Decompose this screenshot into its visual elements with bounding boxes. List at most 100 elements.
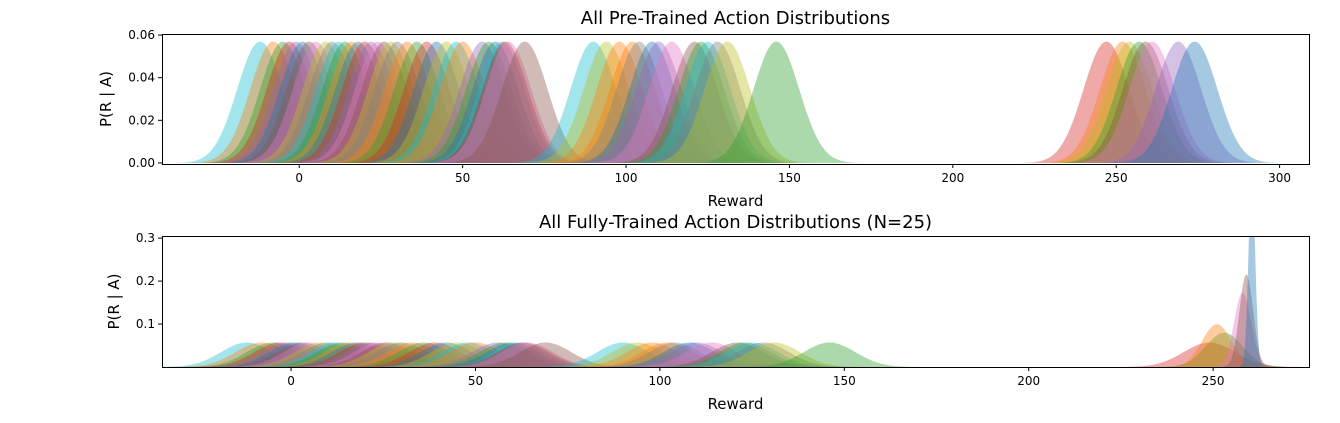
fulltrained-distribution-52 xyxy=(1215,274,1278,367)
pretrained-distribution-20 xyxy=(304,41,511,163)
pretrained-distribution-26 xyxy=(359,41,566,163)
pretrained-distribution-2 xyxy=(179,41,386,163)
fulltrained-distribution-33 xyxy=(429,342,662,367)
fulltrained-distribution-49 xyxy=(1141,332,1308,367)
pretrained-distribution-30 xyxy=(398,41,605,163)
pretrained-distribution-54 xyxy=(1075,41,1282,163)
fulltrained-distribution-50 xyxy=(1150,324,1284,367)
pretrained-distribution-3 xyxy=(186,41,393,163)
fulltrained-distribution-37 xyxy=(551,342,784,367)
fulltrained-distribution-26 xyxy=(359,342,592,367)
pretrained-distribution-14 xyxy=(261,41,468,163)
fulltrained-distribution-18 xyxy=(278,342,511,367)
pretrained-distribution-45 xyxy=(614,41,821,163)
pretrained-x-tick-label: 300 xyxy=(1268,171,1291,185)
pretrained-distribution-50 xyxy=(1026,41,1233,163)
pretrained-series-layer xyxy=(162,41,1298,163)
pretrained-distribution-49 xyxy=(1019,41,1226,163)
fulltrained-distribution-45 xyxy=(646,342,880,367)
pretrained-distribution-17 xyxy=(281,41,488,163)
fulltrained-distribution-0 xyxy=(162,342,363,367)
fulltrained-chart-title: All Fully-Trained Action Distributions (… xyxy=(539,212,932,233)
pretrained-distribution-43 xyxy=(598,41,805,163)
fulltrained-distribution-2 xyxy=(162,342,389,367)
pretrained-distribution-13 xyxy=(255,41,461,163)
fulltrained-distribution-25 xyxy=(351,342,585,367)
fulltrained-series-layer xyxy=(162,236,1309,367)
fulltrained-distribution-30 xyxy=(403,342,636,367)
pretrained-y-axis-label: P(R | A) xyxy=(97,71,115,127)
fulltrained-distribution-8 xyxy=(204,342,437,367)
fulltrained-distribution-14 xyxy=(248,342,482,367)
fulltrained-distribution-48 xyxy=(1093,342,1309,367)
fulltrained-distribution-21 xyxy=(307,342,541,367)
fulltrained-distribution-9 xyxy=(211,342,445,367)
pretrained-distribution-1 xyxy=(170,41,377,163)
fulltrained-distribution-6 xyxy=(185,342,419,367)
fulltrained-distribution-36 xyxy=(536,342,769,367)
pretrained-x-tick-label: 0 xyxy=(295,171,303,185)
fulltrained-distribution-10 xyxy=(219,342,452,367)
fulltrained-distribution-15 xyxy=(256,342,489,367)
pretrained-y-tick-label: 0.06 xyxy=(128,28,155,42)
fulltrained-distribution-5 xyxy=(178,342,411,367)
fulltrained-distribution-44 xyxy=(635,342,869,367)
pretrained-distribution-40 xyxy=(555,41,762,163)
pretrained-distribution-52 xyxy=(1042,41,1249,163)
pretrained-distribution-36 xyxy=(516,41,723,163)
pretrained-distribution-7 xyxy=(212,41,419,163)
fulltrained-x-tick-label: 150 xyxy=(833,374,856,388)
fulltrained-x-tick-label: 250 xyxy=(1202,374,1225,388)
fulltrained-distribution-3 xyxy=(163,342,397,367)
pretrained-distribution-37 xyxy=(529,41,736,163)
pretrained-distribution-51 xyxy=(1036,41,1243,163)
pretrained-distribution-31 xyxy=(402,41,609,163)
fulltrained-x-tick-label: 200 xyxy=(1017,374,1040,388)
pretrained-distribution-25 xyxy=(353,41,560,163)
fulltrained-panel: 0 50 100 150 200 250 0.1 0.2 0.3 All Fully-Train… xyxy=(105,212,1310,413)
fulltrained-y-tick-label: 0.2 xyxy=(136,274,155,288)
pretrained-distribution-28 xyxy=(385,41,592,163)
fulltrained-x-tick-label: 0 xyxy=(287,374,295,388)
fulltrained-distribution-29 xyxy=(396,342,629,367)
fulltrained-distribution-43 xyxy=(628,342,861,367)
fulltrained-distribution-11 xyxy=(226,342,459,367)
pretrained-y-tick-label: 0.02 xyxy=(128,113,155,127)
fulltrained-distribution-12 xyxy=(233,342,467,367)
fulltrained-distribution-31 xyxy=(407,342,640,367)
fulltrained-distribution-4 xyxy=(171,342,404,367)
fulltrained-distribution-53 xyxy=(1236,236,1267,367)
pretrained-distribution-27 xyxy=(379,41,586,163)
pretrained-distribution-41 xyxy=(568,41,775,163)
fulltrained-distribution-23 xyxy=(329,342,563,367)
fulltrained-distribution-32 xyxy=(410,342,644,367)
pretrained-chart-title: All Pre-Trained Action Distributions xyxy=(581,8,890,29)
pretrained-distribution-5 xyxy=(199,41,406,163)
fulltrained-ticks-layer: 0 50 100 150 200 250 0.1 0.2 0.3 xyxy=(136,231,1225,388)
fulltrained-distribution-24 xyxy=(340,342,574,367)
pretrained-distribution-12 xyxy=(248,41,455,163)
pretrained-distribution-19 xyxy=(294,41,501,163)
pretrained-distribution-8 xyxy=(222,41,429,163)
fulltrained-distribution-46 xyxy=(658,342,891,367)
fulltrained-distribution-39 xyxy=(573,342,806,367)
pretrained-distribution-22 xyxy=(323,41,530,163)
pretrained-distribution-34 xyxy=(490,41,697,163)
fulltrained-x-tick-label: 50 xyxy=(468,374,483,388)
fulltrained-distribution-28 xyxy=(388,342,622,367)
pretrained-distribution-35 xyxy=(503,41,710,163)
fulltrained-y-axis-label: P(R | A) xyxy=(105,273,123,329)
pretrained-distribution-15 xyxy=(268,41,475,163)
pretrained-panel: 0 50 100 150 200 250 300 0.00 0.02 0.04 0.06 All P… xyxy=(97,8,1310,210)
fulltrained-distribution-47 xyxy=(713,342,946,367)
pretrained-distribution-47 xyxy=(673,41,880,163)
pretrained-distribution-18 xyxy=(287,41,494,163)
fulltrained-distribution-40 xyxy=(580,342,813,367)
fulltrained-x-tick-label: 100 xyxy=(648,374,671,388)
pretrained-distribution-9 xyxy=(228,41,435,163)
fulltrained-distribution-22 xyxy=(318,342,552,367)
pretrained-distribution-23 xyxy=(333,41,540,163)
pretrained-distribution-55 xyxy=(1091,41,1298,163)
pretrained-distribution-10 xyxy=(235,41,442,163)
